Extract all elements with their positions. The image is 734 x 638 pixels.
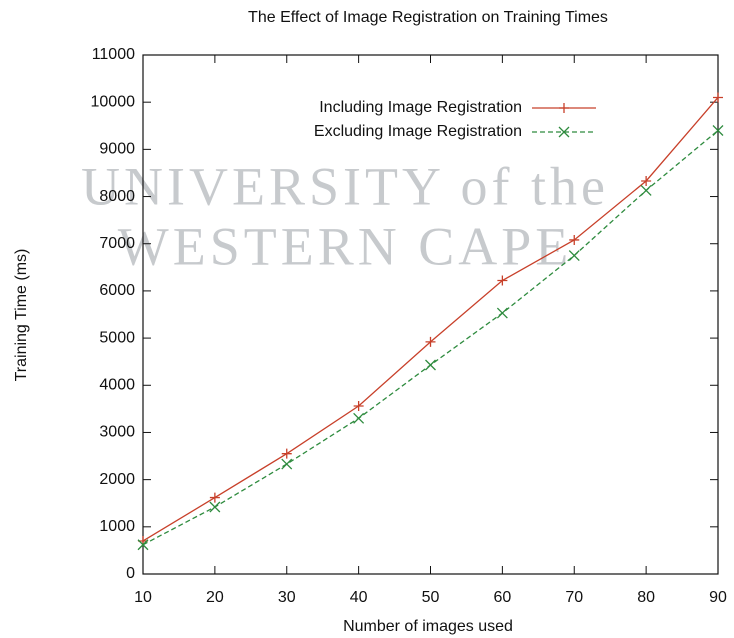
point-marker bbox=[641, 185, 651, 195]
point-marker bbox=[497, 308, 507, 318]
x-tick-label: 90 bbox=[709, 589, 727, 606]
y-tick-label: 10000 bbox=[91, 93, 136, 110]
point-marker bbox=[210, 493, 220, 503]
y-tick-label: 1000 bbox=[99, 518, 135, 535]
y-tick-label: 4000 bbox=[99, 376, 135, 393]
y-tick-label: 0 bbox=[126, 565, 135, 582]
x-tick-label: 50 bbox=[422, 589, 440, 606]
x-tick-label: 20 bbox=[206, 589, 224, 606]
y-tick-label: 9000 bbox=[99, 141, 135, 158]
y-tick-label: 8000 bbox=[99, 188, 135, 205]
point-marker bbox=[426, 360, 436, 370]
watermark: WESTERN CAPE bbox=[118, 216, 573, 276]
legend-label: Including Image Registration bbox=[319, 99, 522, 116]
y-tick-label: 6000 bbox=[99, 282, 135, 299]
point-marker bbox=[282, 449, 292, 459]
x-tick-label: 30 bbox=[278, 589, 296, 606]
x-tick-label: 60 bbox=[493, 589, 511, 606]
x-tick-label: 10 bbox=[134, 589, 152, 606]
point-marker bbox=[559, 103, 569, 113]
x-axis-label: Number of images used bbox=[343, 618, 513, 635]
x-tick-label: 80 bbox=[637, 589, 655, 606]
watermark: UNIVERSITY of the bbox=[81, 156, 609, 216]
y-tick-label: 2000 bbox=[99, 471, 135, 488]
point-marker bbox=[282, 459, 292, 469]
y-tick-label: 5000 bbox=[99, 329, 135, 346]
legend-label: Excluding Image Registration bbox=[314, 123, 522, 140]
y-tick-label: 3000 bbox=[99, 424, 135, 441]
x-tick-label: 40 bbox=[350, 589, 368, 606]
chart: UNIVERSITY of the WESTERN CAPE The Effec… bbox=[0, 0, 734, 638]
x-tick-label: 70 bbox=[565, 589, 583, 606]
y-tick-label: 11000 bbox=[92, 46, 135, 63]
y-axis-label: Training Time (ms) bbox=[13, 249, 30, 382]
chart-title: The Effect of Image Registration on Trai… bbox=[248, 9, 608, 26]
point-marker bbox=[354, 413, 364, 423]
point-marker bbox=[210, 502, 220, 512]
y-tick-label: 7000 bbox=[99, 235, 135, 252]
